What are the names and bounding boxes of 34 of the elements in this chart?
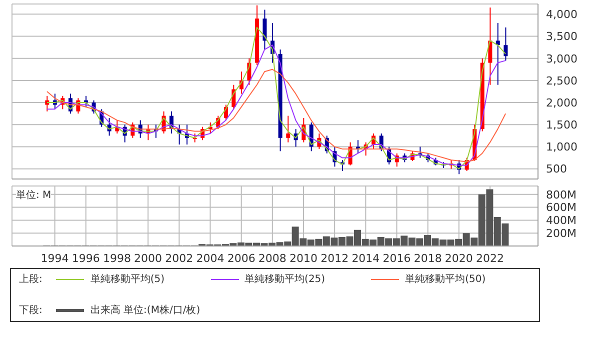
legend-label: 単純移動平均(5) <box>89 273 165 286</box>
y-tick-label: 600M <box>546 201 576 214</box>
annotation: 単位: M <box>16 188 52 202</box>
x-tick-label: 2012 <box>320 252 349 265</box>
x-tick-label: 2002 <box>165 252 194 265</box>
x-tick-label: 2000 <box>134 252 162 265</box>
y-tick-label: 4,000 <box>546 8 578 22</box>
x-tick-label: 2018 <box>414 252 442 265</box>
y-tick-label: 200M <box>546 227 576 240</box>
y-tick-label: 400M <box>546 214 576 228</box>
x-tick-label: 2020 <box>444 252 473 265</box>
legend-title: 上段: <box>19 272 42 286</box>
y-tick-label: 1,000 <box>546 140 578 154</box>
y-tick-label: 500 <box>546 162 567 176</box>
x-tick-label: 2006 <box>227 252 256 265</box>
x-tick-label: 2022 <box>476 252 504 265</box>
y-tick-label: 1,500 <box>546 118 578 132</box>
y-tick-label: 3,500 <box>546 30 578 44</box>
y-tick-label: 2,500 <box>546 74 578 88</box>
y-tick-label: 2,000 <box>546 96 578 110</box>
x-tick-label: 1998 <box>102 252 131 265</box>
x-tick-label: 2010 <box>290 252 318 265</box>
legend-label: 単純移動平均(25) <box>244 273 326 286</box>
x-tick-label: 1996 <box>72 252 100 265</box>
x-tick-label: 2008 <box>258 252 286 265</box>
x-tick-label: 2016 <box>382 252 411 265</box>
legend-title: 下段: <box>19 304 42 317</box>
y-tick-label: 3,000 <box>546 52 578 66</box>
x-tick-label: 1994 <box>40 252 69 265</box>
legend-label: 出来高 単位:(M株/口/枚) <box>89 304 200 317</box>
y-tick-label: 800M <box>546 188 576 202</box>
legend-label: 単純移動平均(50) <box>404 273 486 286</box>
x-tick-label: 2004 <box>196 252 224 265</box>
x-tick-label: 2014 <box>352 252 380 265</box>
